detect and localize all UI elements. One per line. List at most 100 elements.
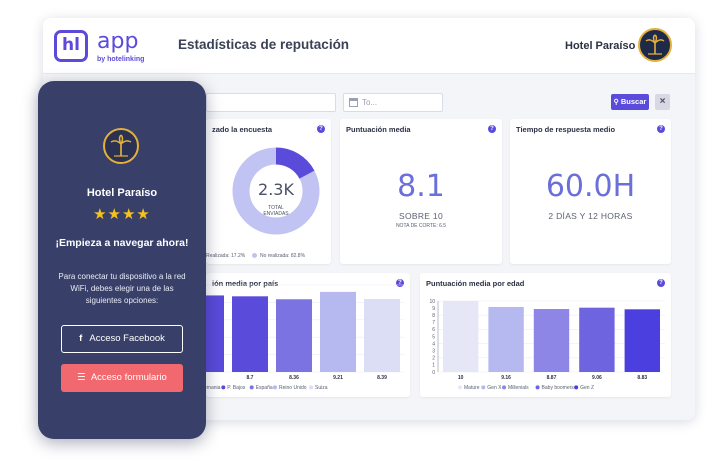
phone-heading: ¡Empieza a navegar ahora! [55, 237, 189, 249]
y-tick-label: 8 [432, 313, 435, 319]
form-button-label: Acceso formulario [90, 372, 167, 383]
search-button-label: Buscar [620, 97, 647, 106]
palm-tree-badge-icon [103, 128, 139, 164]
bar[interactable] [443, 301, 479, 372]
help-icon[interactable]: ? [488, 125, 496, 133]
y-tick-label: 9 [432, 306, 435, 312]
bar[interactable] [276, 299, 312, 372]
calendar-icon [349, 98, 358, 107]
bar-value-label: 9.06 [592, 375, 602, 381]
response-time-card: Tiempo de respuesta medio ? 60.0H 2 DÍAS… [510, 119, 671, 264]
hotel-name[interactable]: Hotel Paraíso [565, 40, 636, 52]
star-rating: ★★★★ [93, 205, 151, 223]
form-access-button[interactable]: ☰ Acceso formulario [61, 364, 183, 392]
survey-total-value: 2.3K [258, 180, 294, 199]
legend-label: Baby boomers [542, 385, 575, 391]
phone-body-text: Para conectar tu dispositivo a la red Wi… [58, 272, 186, 305]
legend-label: Millenials [508, 385, 529, 391]
bar[interactable] [232, 296, 268, 372]
score-cutoff-note: NOTA DE CORTE: 6.5 [395, 223, 447, 229]
legend-not-done-label: No realizada: 82.8% [259, 253, 306, 259]
country-bar-chart: 8.7 8.36 9.21 8.39 emania P. Bajos España Reino… [206, 284, 404, 391]
bar[interactable] [206, 295, 224, 372]
top-bar: hl app by hotelinking Estadísticas de re… [43, 18, 695, 74]
survey-total-label: TOTAL [268, 205, 284, 211]
help-icon[interactable]: ? [657, 125, 665, 133]
legend-label: emania [206, 385, 221, 391]
survey-sent-label: ENVIADAS [263, 211, 289, 217]
country-chart-card: ión media por país ? 8.7 8.36 9.21 8.39 eman… [206, 273, 410, 397]
palm-tree-badge-icon[interactable] [638, 28, 672, 62]
help-icon[interactable]: ? [396, 279, 404, 287]
response-card-title: Tiempo de respuesta medio [516, 125, 616, 134]
legend-dot [535, 385, 540, 390]
country-chart-title: ión media por país [212, 279, 279, 288]
survey-legend: Realizada: 17.2% No realizada: 82.8% [206, 253, 305, 259]
y-tick-label: 0 [432, 370, 435, 376]
y-tick-label: 3 [432, 349, 435, 355]
phone-hotel-name: Hotel Paraíso [86, 187, 158, 199]
bar[interactable] [488, 306, 524, 372]
logo-app-text[interactable]: app [97, 29, 139, 54]
logo-byline: by hotelinking [97, 56, 145, 63]
y-tick-label: 5 [432, 334, 435, 340]
y-tick-label: 7 [432, 320, 435, 326]
survey-card: zado la encuesta ? 2.3K TOTAL ENVIADAS R… [206, 119, 331, 264]
search-button[interactable]: ⚲ Buscar [611, 94, 649, 110]
legend-dot [481, 385, 486, 390]
survey-donut-chart [232, 147, 320, 235]
legend-label: Gen Z [580, 385, 594, 391]
help-icon[interactable]: ? [317, 125, 325, 133]
help-icon[interactable]: ? [657, 279, 665, 287]
date-from-field[interactable] [206, 93, 336, 112]
score-value: 8.1 [397, 169, 445, 204]
clear-filters-button[interactable]: × [655, 94, 670, 110]
bar[interactable] [320, 291, 356, 372]
phone-mockup: Hotel Paraíso ★★★★ ¡Empieza a navegar ah… [38, 81, 206, 439]
legend-dot [309, 385, 314, 390]
bar[interactable] [533, 309, 570, 372]
facebook-access-button[interactable]: f Acceso Facebook [61, 325, 183, 353]
legend-done-label: Realizada: 17.2% [206, 253, 246, 259]
score-card: Puntuación media ? 8.1 SOBRE 10 NOTA DE … [340, 119, 502, 264]
bar-value-label: 10 [458, 375, 464, 381]
legend-label: España [256, 385, 273, 391]
response-value: 60.0H [545, 169, 636, 204]
legend-dot [249, 385, 254, 390]
response-sub: 2 DÍAS Y 12 HORAS [548, 211, 633, 221]
legend-label: Mature [464, 385, 480, 391]
search-icon: ⚲ [613, 99, 619, 106]
y-tick-label: 4 [432, 341, 435, 347]
legend-not-done-dot [251, 253, 257, 258]
y-tick-label: 2 [432, 356, 435, 362]
date-to-placeholder: To... [362, 98, 378, 107]
bar-value-label: 8.83 [637, 375, 647, 381]
logo-mark[interactable]: hl [54, 30, 88, 62]
score-card-title: Puntuación media [346, 125, 411, 134]
legend-label: Gen X [487, 385, 502, 391]
donut-done-segment [232, 147, 320, 235]
legend-dot [574, 385, 579, 390]
legend-dot [221, 385, 226, 390]
age-chart-card: Puntuación media por edad ? 0 1 2 3 4 5 6 7 8 9 10… [420, 273, 671, 397]
dashboard-window: hl app by hotelinking Estadísticas de re… [43, 18, 695, 420]
list-icon: ☰ [77, 372, 86, 383]
bar-value-label: 9.21 [333, 375, 343, 381]
y-tick-label: 1 [432, 363, 435, 369]
legend-label: P. Bajos [227, 385, 245, 391]
bar-value-label: 8.39 [377, 375, 387, 381]
bar[interactable] [579, 307, 615, 372]
date-to-field[interactable]: To... [343, 93, 443, 112]
donut-hole [250, 165, 302, 217]
page-title: Estadísticas de reputación [178, 37, 350, 52]
legend-dot [273, 385, 277, 390]
legend-dot [458, 385, 462, 390]
legend-label: Suiza [315, 385, 328, 391]
legend-label: Reino Unido [279, 385, 307, 391]
bar-value-label: 8.87 [547, 375, 557, 381]
y-tick-label: 6 [432, 327, 435, 333]
bar[interactable] [364, 299, 400, 372]
bar[interactable] [624, 309, 660, 372]
